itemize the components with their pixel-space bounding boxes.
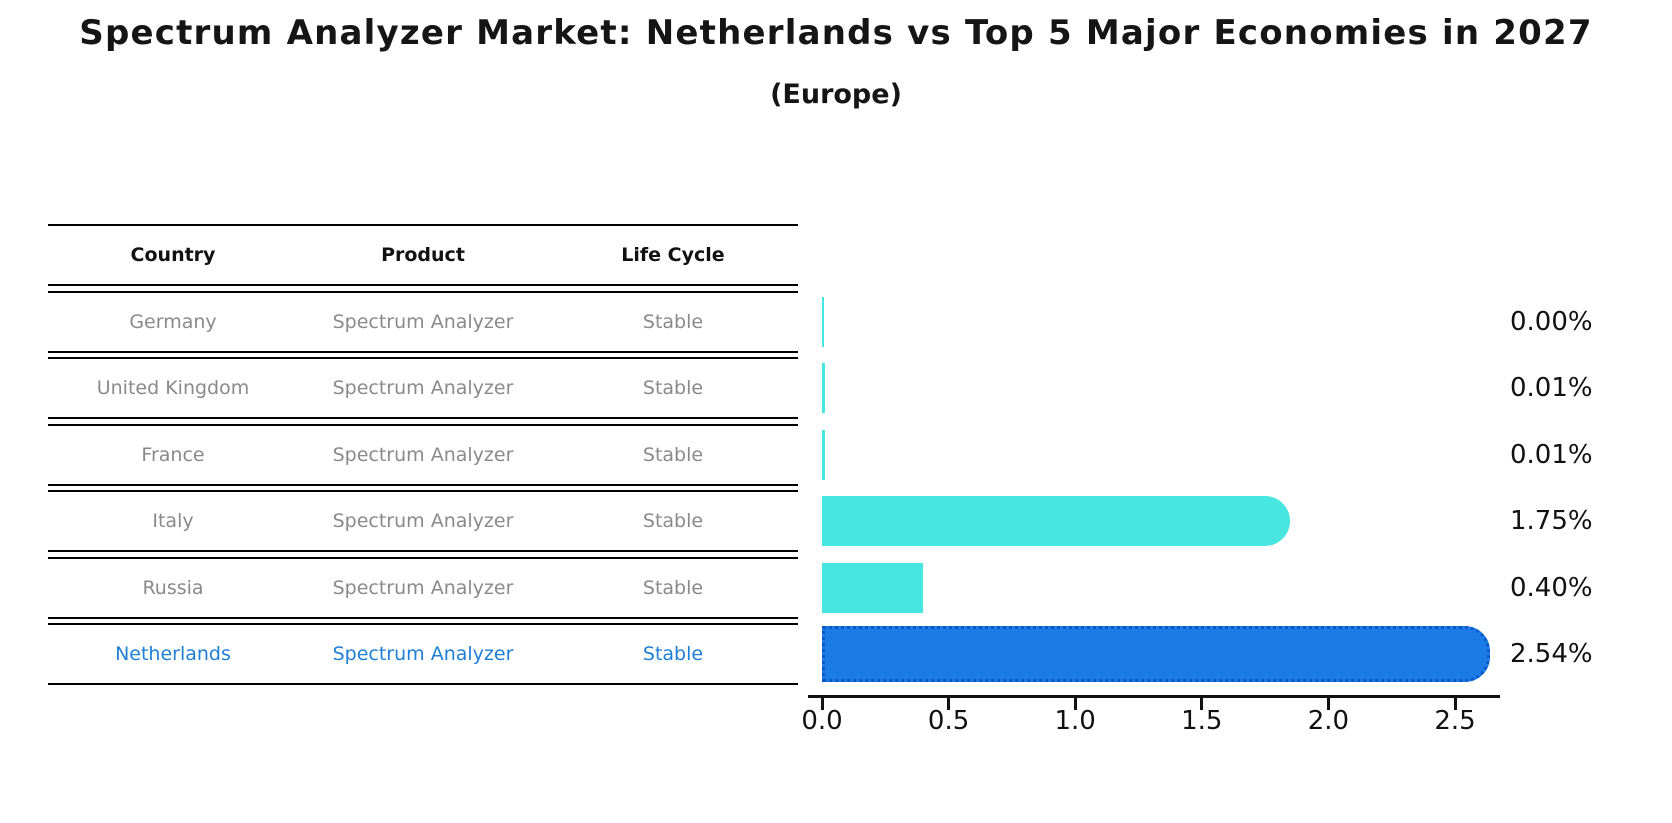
bar-germany <box>822 296 824 347</box>
value-label-italy: 1.75% <box>1510 506 1593 536</box>
bar-russia <box>822 562 924 613</box>
cell-life-cycle: Stable <box>642 377 704 399</box>
value-label-russia: 0.40% <box>1510 572 1593 603</box>
x-tick-mark-1.0 <box>1073 697 1077 710</box>
chart-title: Spectrum Analyzer Market: Netherlands vs… <box>79 13 1593 53</box>
x-tick-mark-0.5 <box>947 697 951 710</box>
cell-life-cycle: Stable <box>642 576 704 599</box>
x-tick-label-2.5: 2.5 <box>1434 706 1476 736</box>
bar-netherlands <box>822 626 1491 682</box>
cell-life-cycle: Stable <box>642 310 704 333</box>
cell-product: Spectrum Analyzer <box>332 576 514 599</box>
value-label-france: 0.01% <box>1510 439 1593 470</box>
x-axis-line <box>808 695 1500 698</box>
cell-country: Netherlands <box>115 643 231 665</box>
column-header-product: Product <box>381 244 465 266</box>
bar-united-kingdom <box>822 363 825 413</box>
x-tick-mark-1.5 <box>1200 697 1204 710</box>
x-tick-label-2.0: 2.0 <box>1307 706 1350 736</box>
table-row-germany: Germany Spectrum Analyzer Stable <box>48 290 798 353</box>
cell-product: Spectrum Analyzer <box>332 643 514 665</box>
table-row-france: France Spectrum Analyzer Stable <box>48 423 798 486</box>
cell-product: Spectrum Analyzer <box>332 443 514 466</box>
cell-product: Spectrum Analyzer <box>332 377 514 399</box>
x-tick-mark-2.5 <box>1453 697 1457 710</box>
cell-country: Russia <box>142 576 204 599</box>
cell-life-cycle: Stable <box>642 643 704 665</box>
cell-product: Spectrum Analyzer <box>332 310 514 333</box>
x-tick-label-0.5: 0.5 <box>927 706 970 736</box>
table-row-russia: Russia Spectrum Analyzer Stable <box>48 556 798 619</box>
country-table: Country Product Life Cycle Germany Spectr… <box>48 224 798 690</box>
bar-italy <box>822 496 1291 546</box>
bar-france <box>822 429 825 480</box>
cell-country: France <box>141 443 205 466</box>
cell-life-cycle: Stable <box>642 510 704 532</box>
cell-product: Spectrum Analyzer <box>332 510 514 532</box>
x-tick-label-1.5: 1.5 <box>1181 706 1223 736</box>
x-tick-label-1.0: 1.0 <box>1054 706 1096 736</box>
value-label-united-kingdom: 0.01% <box>1510 373 1593 403</box>
table-row-italy: Italy Spectrum Analyzer Stable <box>48 490 798 552</box>
x-tick-label-0.0: 0.0 <box>801 706 843 736</box>
value-label-netherlands: 2.54% <box>1510 639 1593 669</box>
table-header-row: Country Product Life Cycle <box>48 224 798 286</box>
cell-country: Italy <box>152 510 194 532</box>
value-label-germany: 0.00% <box>1510 306 1593 337</box>
table-body: Germany Spectrum Analyzer Stable United Kin… <box>48 290 798 685</box>
cell-life-cycle: Stable <box>642 443 704 466</box>
x-tick-mark-2.0 <box>1326 697 1330 710</box>
table-row-netherlands: Netherlands Spectrum Analyzer Stable <box>48 623 798 685</box>
column-header-life-cycle: Life Cycle <box>621 244 725 266</box>
table-row-united-kingdom: United Kingdom Spectrum Analyzer Stable <box>48 357 798 419</box>
cell-country: Germany <box>129 310 217 333</box>
x-tick-mark-0.0 <box>820 697 824 710</box>
chart-subtitle: (Europe) <box>770 79 902 110</box>
cell-country: United Kingdom <box>96 377 250 399</box>
column-header-country: Country <box>130 244 216 266</box>
